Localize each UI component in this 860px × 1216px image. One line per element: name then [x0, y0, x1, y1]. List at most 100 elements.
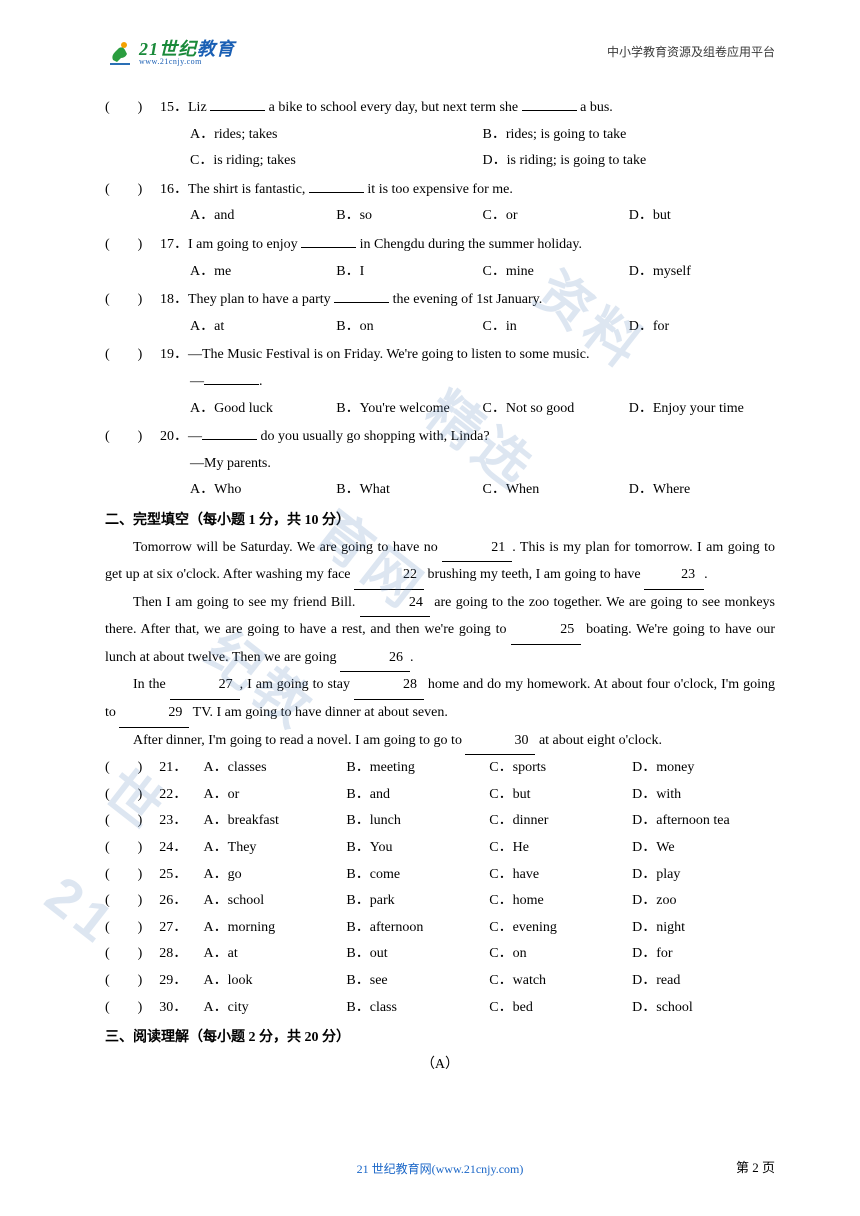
option-d[interactable]: D．myself	[629, 259, 775, 286]
option-b[interactable]: B．What	[336, 477, 482, 504]
answer-paren[interactable]: ( )	[105, 95, 160, 122]
answer-paren[interactable]: ( )	[105, 808, 159, 835]
option-d[interactable]: D．read	[632, 968, 775, 995]
option-d[interactable]: D．is riding; is going to take	[483, 148, 776, 175]
option-b[interactable]: B．lunch	[346, 808, 489, 835]
answer-paren[interactable]: ( )	[105, 915, 159, 942]
option-b[interactable]: B．meeting	[346, 755, 489, 782]
option-d[interactable]: D．for	[632, 941, 775, 968]
answer-paren[interactable]: ( )	[105, 287, 160, 314]
option-a[interactable]: A．They	[204, 835, 347, 862]
option-a[interactable]: A．Who	[190, 477, 336, 504]
option-b[interactable]: B．You	[346, 835, 489, 862]
option-c[interactable]: C．home	[489, 888, 632, 915]
option-c[interactable]: C．Not so good	[483, 396, 629, 423]
option-a[interactable]: A．or	[204, 782, 347, 809]
option-a[interactable]: A．school	[204, 888, 347, 915]
cloze-option-row: ( )26．A．schoolB．parkC．homeD．zoo	[105, 888, 775, 915]
cloze-num: 24．	[159, 835, 203, 862]
option-d[interactable]: D．school	[632, 995, 775, 1022]
option-a[interactable]: A．rides; takes	[190, 122, 483, 149]
option-b[interactable]: B．so	[336, 203, 482, 230]
option-c[interactable]: C．or	[483, 203, 629, 230]
option-b[interactable]: B．class	[346, 995, 489, 1022]
option-c[interactable]: C．in	[483, 314, 629, 341]
cloze-option-row: ( )22．A．orB．andC．butD．with	[105, 782, 775, 809]
cloze-num: 23．	[159, 808, 203, 835]
option-c[interactable]: C．sports	[489, 755, 632, 782]
brand-logo: 21世纪教育 www.21cnjy.com	[105, 38, 235, 68]
cloze-option-row: ( )27．A．morningB．afternoonC．eveningD．nig…	[105, 915, 775, 942]
answer-paren[interactable]: ( )	[105, 232, 160, 259]
answer-paren[interactable]: ( )	[105, 862, 159, 889]
option-c[interactable]: C．watch	[489, 968, 632, 995]
footer-link[interactable]: 21 世纪教育网(www.21cnjy.com)	[357, 1158, 524, 1181]
cloze-option-row: ( )23．A．breakfastB．lunchC．dinnerD．aftern…	[105, 808, 775, 835]
option-d[interactable]: D．Enjoy your time	[629, 396, 775, 423]
passage-a-label: （A）	[105, 1052, 775, 1079]
option-b[interactable]: B．come	[346, 862, 489, 889]
option-d[interactable]: D．play	[632, 862, 775, 889]
option-b[interactable]: B．see	[346, 968, 489, 995]
cloze-num: 22．	[159, 782, 203, 809]
option-d[interactable]: D．for	[629, 314, 775, 341]
option-d[interactable]: D．but	[629, 203, 775, 230]
option-d[interactable]: D．money	[632, 755, 775, 782]
answer-paren[interactable]: ( )	[105, 941, 159, 968]
option-b[interactable]: B．You're welcome	[336, 396, 482, 423]
option-a[interactable]: A．Good luck	[190, 396, 336, 423]
option-a[interactable]: A．at	[204, 941, 347, 968]
option-b[interactable]: B．rides; is going to take	[483, 122, 776, 149]
option-a[interactable]: A．classes	[204, 755, 347, 782]
option-a[interactable]: A．breakfast	[204, 808, 347, 835]
option-b[interactable]: B．out	[346, 941, 489, 968]
option-a[interactable]: A．and	[190, 203, 336, 230]
option-a[interactable]: A．city	[204, 995, 347, 1022]
option-c[interactable]: C．on	[489, 941, 632, 968]
option-d[interactable]: D．night	[632, 915, 775, 942]
option-c[interactable]: C．is riding; takes	[190, 148, 483, 175]
option-c[interactable]: C．but	[489, 782, 632, 809]
header-subtitle: 中小学教育资源及组卷应用平台	[607, 41, 775, 64]
answer-paren[interactable]: ( )	[105, 835, 159, 862]
cloze-option-row: ( )29．A．lookB．seeC．watchD．read	[105, 968, 775, 995]
option-c[interactable]: C．bed	[489, 995, 632, 1022]
option-d[interactable]: D．with	[632, 782, 775, 809]
option-b[interactable]: B．I	[336, 259, 482, 286]
answer-paren[interactable]: ( )	[105, 782, 159, 809]
answer-paren[interactable]: ( )	[105, 995, 159, 1022]
option-a[interactable]: A．go	[204, 862, 347, 889]
option-b[interactable]: B．park	[346, 888, 489, 915]
answer-paren[interactable]: ( )	[105, 342, 160, 369]
option-a[interactable]: A．at	[190, 314, 336, 341]
option-c[interactable]: C．dinner	[489, 808, 632, 835]
answer-paren[interactable]: ( )	[105, 424, 160, 451]
option-c[interactable]: C．He	[489, 835, 632, 862]
option-b[interactable]: B．on	[336, 314, 482, 341]
option-c[interactable]: C．evening	[489, 915, 632, 942]
cloze-num: 25．	[159, 862, 203, 889]
option-d[interactable]: D．afternoon tea	[632, 808, 775, 835]
question-line2: —My parents.	[160, 451, 775, 478]
option-c[interactable]: C．When	[483, 477, 629, 504]
page-number: 第 2 页	[736, 1156, 775, 1181]
option-a[interactable]: A．me	[190, 259, 336, 286]
option-d[interactable]: D．zoo	[632, 888, 775, 915]
answer-paren[interactable]: ( )	[105, 177, 160, 204]
page-header: 21世纪教育 www.21cnjy.com 中小学教育资源及组卷应用平台	[105, 30, 775, 75]
cloze-option-row: ( )24．A．TheyB．YouC．HeD．We	[105, 835, 775, 862]
answer-paren[interactable]: ( )	[105, 755, 159, 782]
option-c[interactable]: C．mine	[483, 259, 629, 286]
question-text: 19．—The Music Festival is on Friday. We'…	[160, 342, 775, 369]
section2-title: 二、完型填空（每小题 1 分，共 10 分）	[105, 508, 775, 535]
answer-paren[interactable]: ( )	[105, 888, 159, 915]
option-d[interactable]: D．We	[632, 835, 775, 862]
option-b[interactable]: B．and	[346, 782, 489, 809]
option-d[interactable]: D．Where	[629, 477, 775, 504]
answer-paren[interactable]: ( )	[105, 968, 159, 995]
option-c[interactable]: C．have	[489, 862, 632, 889]
option-a[interactable]: A．morning	[204, 915, 347, 942]
option-a[interactable]: A．look	[204, 968, 347, 995]
option-b[interactable]: B．afternoon	[346, 915, 489, 942]
question-15: ( )15．Liz a bike to school every day, bu…	[105, 95, 775, 175]
